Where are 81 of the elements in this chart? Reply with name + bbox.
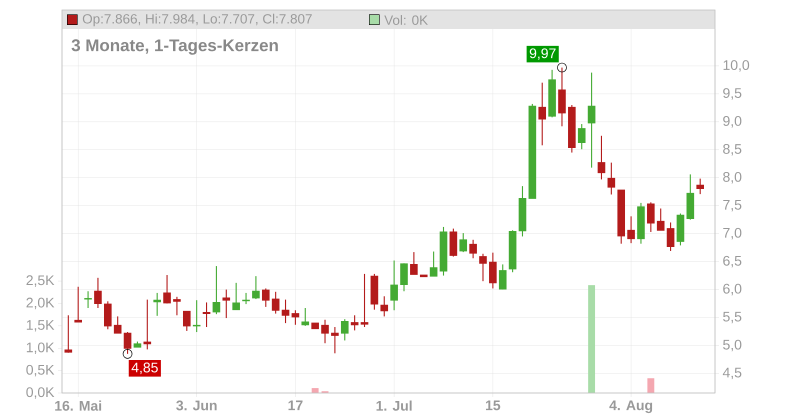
candlestick — [656, 208, 665, 231]
y-tick-label: 5,0 — [723, 340, 742, 352]
x-tick-label: 3. Jun — [176, 400, 217, 410]
y2-tick-label: 1,5K — [26, 320, 54, 332]
candlestick — [459, 232, 468, 253]
candlestick — [450, 228, 458, 258]
candlestick — [143, 299, 152, 350]
candlestick — [104, 300, 112, 330]
x-tick-label: 17 — [288, 400, 303, 410]
candlestick — [498, 264, 507, 290]
candlestick — [74, 286, 82, 323]
candlestick — [202, 302, 210, 328]
candlestick — [578, 124, 586, 150]
candlestick — [588, 72, 596, 168]
candlestick — [598, 135, 606, 180]
y-tick-label: 6,5 — [723, 256, 742, 268]
bar — [647, 378, 654, 393]
y-tick-label: 5,5 — [723, 312, 742, 324]
bar — [312, 388, 319, 393]
candlestick — [350, 314, 358, 331]
candlestick — [232, 282, 240, 310]
y-tick-label: 8,0 — [723, 172, 742, 184]
y2-tick-label: 2,0K — [26, 298, 54, 310]
candlestick — [173, 296, 181, 316]
y2-tick-label: 1,0K — [26, 342, 54, 354]
y-tick-label: 7,0 — [723, 228, 742, 240]
y-tick-label: 6,0 — [723, 284, 742, 296]
candlestick — [262, 288, 270, 308]
y2-tick-label: 2,5K — [26, 275, 54, 287]
candlestick — [212, 266, 220, 315]
candlestick — [301, 307, 310, 326]
annotation: 9,97 — [530, 48, 556, 60]
candlestick — [252, 276, 260, 300]
x-tick-label: 1. Jul — [376, 400, 412, 411]
annotation: 4,85 — [132, 362, 158, 374]
candlestick — [647, 202, 655, 233]
candlestick — [340, 318, 349, 341]
candlestick — [163, 274, 171, 304]
text: Vol: 0K — [384, 15, 428, 25]
candlestick — [94, 277, 102, 309]
x-tick-label: 15 — [486, 400, 500, 410]
y-tick-label: 4,5 — [722, 368, 742, 380]
y2-tick-label: 0,5K — [26, 364, 54, 376]
y-tick-label: 10,0 — [724, 60, 750, 72]
candlestick — [282, 299, 290, 324]
x-tick-label: 16. Mai — [55, 400, 102, 411]
candlestick — [430, 250, 438, 277]
candlestick — [321, 319, 329, 344]
y-tick-label: 7,5 — [723, 200, 742, 212]
candlestick — [390, 260, 398, 311]
candlestick — [84, 290, 92, 309]
x-tick-label: 4. Aug — [609, 400, 652, 414]
candlestick — [292, 310, 300, 326]
candlestick — [696, 178, 704, 195]
candlestick — [182, 310, 191, 332]
candlestick — [153, 292, 161, 316]
candlestick — [666, 222, 674, 252]
candlestick — [222, 289, 230, 319]
candlestick — [114, 316, 122, 334]
candlestick — [380, 296, 388, 317]
candlestick — [538, 82, 546, 146]
candlestick — [242, 292, 250, 305]
text: Op:7.866, Hi:7.984, Lo:7.707, Cl:7.807 — [82, 14, 312, 26]
bar — [588, 285, 596, 393]
candlestick — [627, 216, 635, 244]
candlestick — [489, 252, 497, 289]
candlestick — [64, 314, 72, 354]
y-tick-label: 9,0 — [723, 116, 742, 128]
candlestick — [608, 162, 616, 196]
candlestick — [400, 262, 408, 292]
y2-tick-label: 0,0K — [26, 387, 54, 399]
y-tick-label: 8,5 — [723, 144, 742, 156]
candlestick — [192, 300, 200, 333]
candlestick — [272, 291, 280, 314]
candlestick — [360, 273, 368, 328]
candlestick — [469, 239, 477, 259]
y-tick-label: 9,5 — [723, 88, 742, 100]
candlestick — [331, 326, 339, 354]
text: 3 Monate, 1-Tages-Kerzen — [72, 39, 278, 55]
candlestick — [410, 252, 418, 276]
candlestick — [479, 253, 487, 282]
